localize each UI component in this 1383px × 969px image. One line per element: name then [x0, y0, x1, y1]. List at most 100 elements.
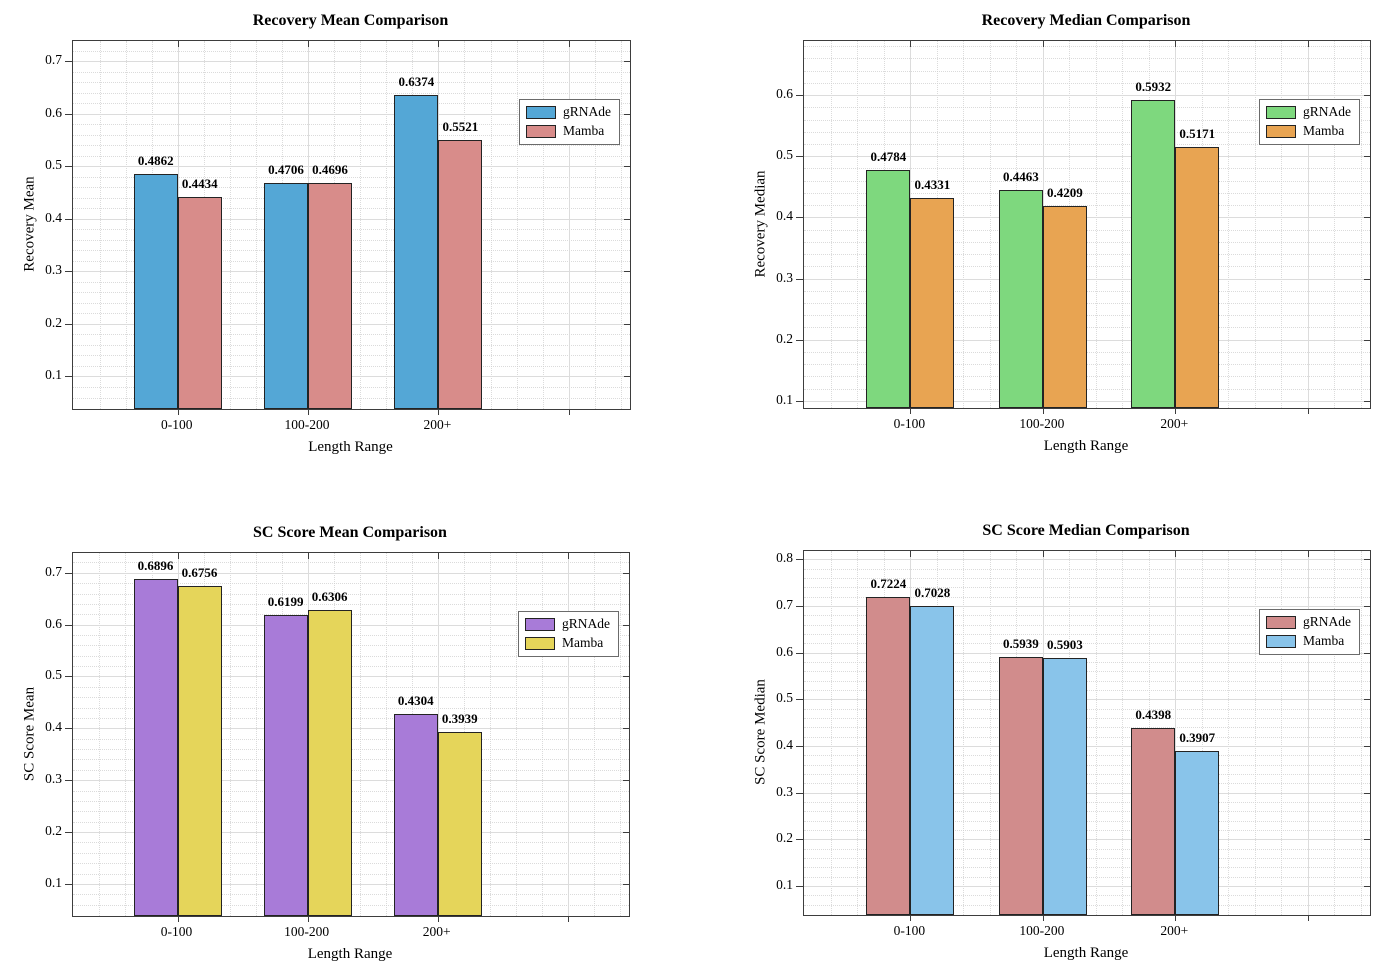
minor-gridline	[857, 41, 859, 408]
legend-label: gRNAde	[563, 104, 611, 119]
minor-gridline	[386, 41, 388, 409]
value-label: 0.4862	[137, 153, 174, 169]
legend-swatch	[1266, 634, 1296, 648]
minor-gridline	[804, 662, 1370, 663]
minor-gridline	[804, 736, 1370, 738]
legend-item: Mamba	[526, 123, 611, 139]
minor-gridline	[1360, 551, 1362, 915]
legend-label: Mamba	[1303, 122, 1345, 138]
minor-gridline	[804, 46, 1370, 48]
x-tick	[1042, 409, 1044, 414]
chart-sc-score-mean: SC Score Mean Comparison 0.6896 0.6756 0.61…	[0, 484, 692, 969]
minor-gridline	[229, 553, 231, 916]
bar	[438, 139, 483, 409]
x-tick-label: 0-100	[160, 417, 193, 432]
minor-gridline	[73, 92, 630, 94]
minor-gridline	[804, 143, 1370, 145]
minor-gridline	[541, 553, 543, 916]
y-tick	[624, 166, 630, 168]
minor-gridline	[804, 708, 1370, 710]
bar	[263, 615, 308, 916]
x-tick	[177, 410, 179, 415]
minor-gridline	[804, 388, 1370, 390]
minor-gridline	[255, 41, 257, 409]
minor-gridline	[804, 848, 1370, 850]
x-tick	[910, 551, 912, 557]
y-tick-label: 0.3	[776, 269, 793, 285]
minor-gridline	[804, 70, 1370, 72]
legend-label: gRNAde	[562, 616, 610, 631]
legend: gRNAde Mamba	[1259, 609, 1360, 655]
x-tick	[177, 917, 179, 922]
major-gridline	[804, 559, 1370, 561]
y-tick	[796, 699, 803, 701]
y-tick	[623, 728, 629, 730]
minor-gridline	[1228, 41, 1230, 408]
y-tick	[1364, 400, 1370, 402]
chart-title: SC Score Mean Comparison	[253, 524, 447, 541]
y-tick-label: 0.2	[776, 830, 793, 846]
chart-sc-score-median: SC Score Median Comparison 0.7224 0.7028 0.…	[691, 484, 1383, 969]
minor-gridline	[804, 192, 1370, 194]
minor-gridline	[1254, 41, 1256, 408]
major-gridline	[73, 572, 629, 574]
bar	[133, 579, 178, 916]
bar	[308, 183, 353, 409]
x-tick-label: 100-200	[284, 417, 330, 432]
x-tick	[910, 916, 912, 921]
minor-gridline	[804, 266, 1370, 268]
x-tick-label: 200+	[422, 924, 451, 939]
value-label: 0.5171	[1179, 125, 1216, 141]
x-tick-label: 0-100	[893, 416, 926, 431]
legend: gRNAde Mamba	[518, 611, 619, 657]
y-tick	[796, 839, 803, 841]
value-label: 0.4784	[870, 149, 907, 165]
legend-label: gRNAde	[1303, 614, 1351, 629]
minor-gridline	[73, 176, 630, 178]
minor-gridline	[73, 124, 630, 126]
x-tick	[910, 41, 912, 47]
minor-gridline	[1281, 41, 1283, 408]
major-gridline	[804, 792, 1370, 794]
major-gridline	[804, 339, 1370, 341]
legend-item: gRNAde	[1266, 104, 1351, 120]
y-tick	[1364, 95, 1370, 97]
major-gridline	[804, 95, 1370, 97]
legend: gRNAde Mamba	[1259, 99, 1360, 145]
minor-gridline	[385, 553, 387, 916]
y-tick	[65, 728, 72, 730]
y-tick	[65, 624, 72, 626]
bar	[177, 196, 222, 409]
minor-gridline	[359, 553, 361, 916]
major-gridline	[804, 886, 1370, 887]
minor-gridline	[619, 553, 621, 916]
major-gridline	[73, 113, 630, 115]
major-gridline	[1307, 551, 1309, 915]
minor-gridline	[804, 568, 1370, 570]
value-label: 0.7224	[870, 575, 907, 591]
minor-gridline	[73, 583, 629, 585]
minor-gridline	[804, 624, 1370, 626]
bar	[866, 596, 911, 915]
y-tick	[1364, 652, 1370, 654]
major-gridline	[804, 839, 1370, 841]
y-tick	[796, 95, 803, 97]
y-tick	[796, 792, 803, 794]
legend-swatch	[1266, 105, 1296, 119]
value-label: 0.6306	[311, 588, 348, 604]
y-tick-label: 0.2	[776, 330, 793, 346]
x-tick-label: 200+	[1160, 416, 1189, 431]
value-label: 0.4463	[1002, 169, 1039, 185]
minor-gridline	[1360, 41, 1362, 408]
y-tick	[65, 271, 72, 273]
minor-gridline	[804, 690, 1370, 691]
chart-recovery-mean: Recovery Mean Comparison 0.4862 0.4434 0.47…	[0, 0, 692, 485]
value-label: 0.7028	[914, 584, 951, 600]
minor-gridline	[804, 858, 1370, 859]
minor-gridline	[804, 615, 1370, 617]
minor-gridline	[830, 551, 832, 915]
value-label: 0.6199	[267, 594, 304, 610]
y-tick-label: 0.7	[45, 563, 62, 579]
x-tick	[1307, 41, 1309, 47]
x-tick-label: 100-200	[1019, 923, 1065, 938]
